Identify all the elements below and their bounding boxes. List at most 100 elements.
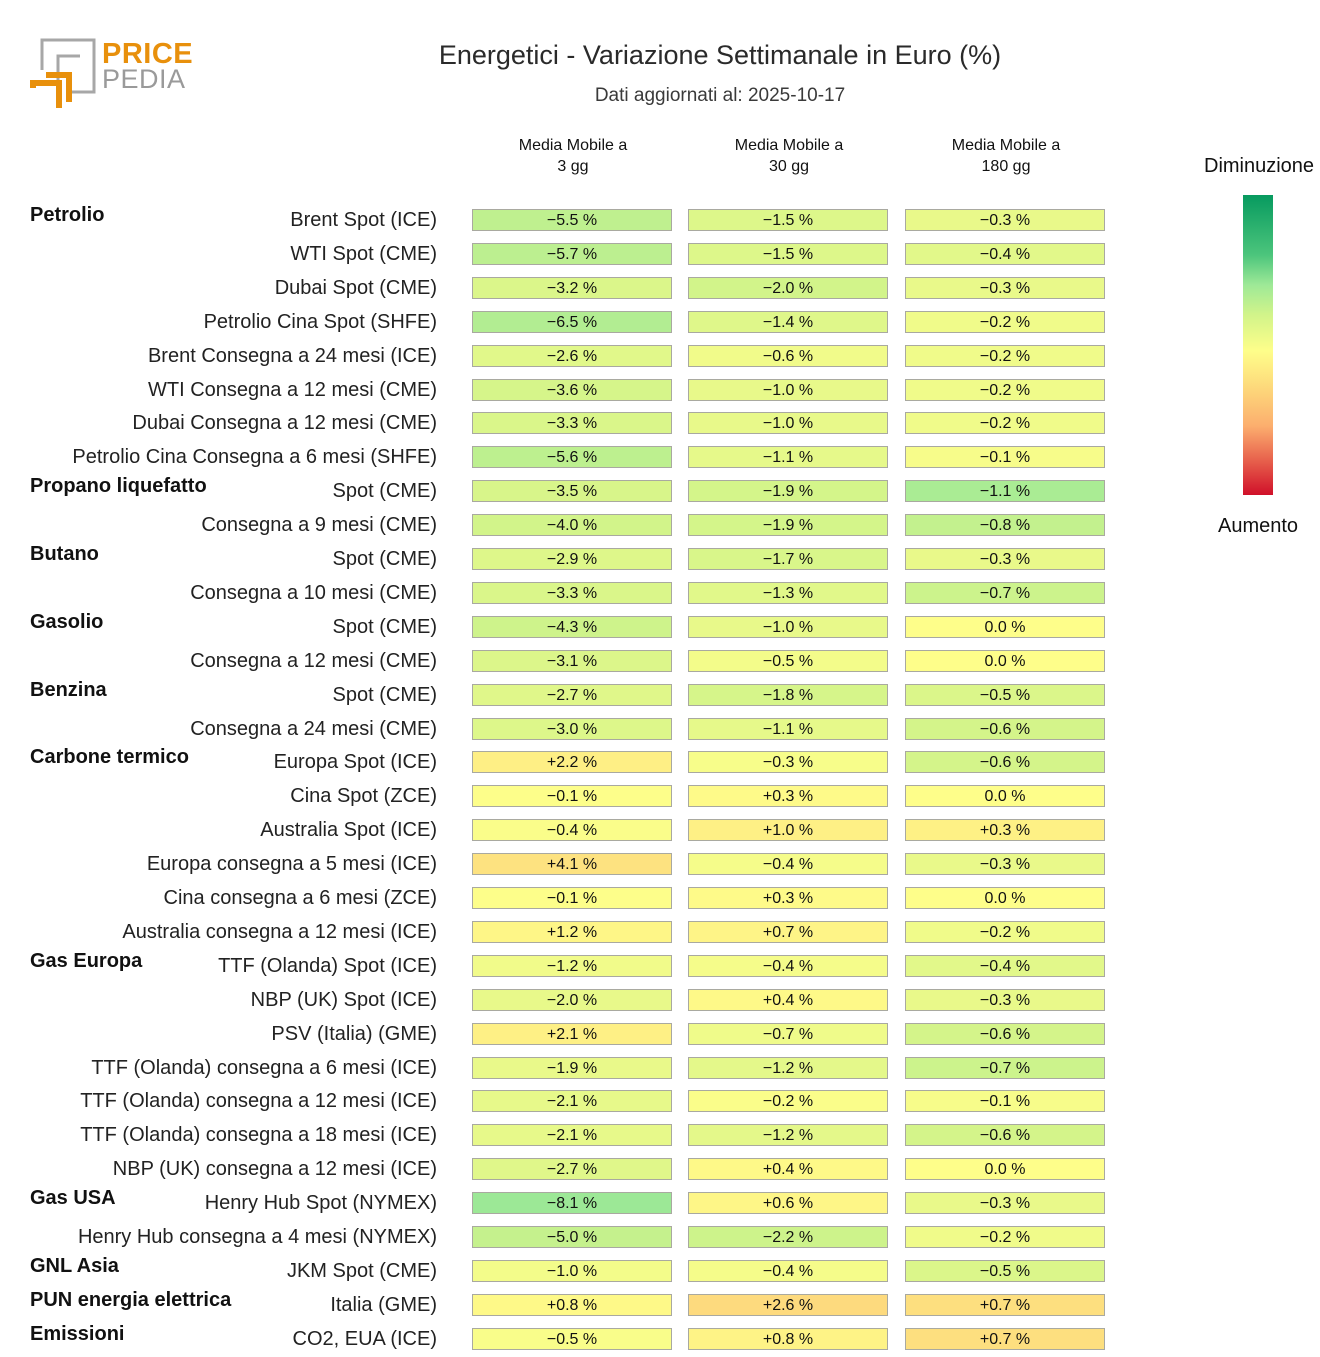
logo-icon	[30, 38, 96, 108]
column-header-line: Media Mobile a	[951, 137, 1061, 154]
legend-label-decrease: Diminuzione	[1204, 155, 1315, 177]
heatmap-cell: −3.6 %	[472, 378, 672, 401]
heatmap-cell: +2.1 %	[472, 1022, 672, 1045]
group-label: Gas Europa	[30, 949, 143, 972]
column-header: Media Mobile a 30 gg	[688, 135, 890, 177]
heatmap-cell: −1.1 %	[905, 480, 1105, 503]
row-label: Consegna a 24 mesi (CME)	[190, 717, 437, 740]
heatmap-cell: −0.8 %	[905, 514, 1105, 537]
row-label: Petrolio Cina Consegna a 6 mesi (SHFE)	[72, 446, 437, 469]
heatmap-cell: −5.5 %	[472, 209, 672, 231]
row-label: WTI Consegna a 12 mesi (CME)	[148, 378, 437, 401]
column-header-line: Media Mobile a	[734, 137, 844, 154]
heatmap-cell: −0.4 %	[905, 954, 1105, 977]
heatmap-cell: +0.7 %	[905, 1293, 1105, 1316]
heatmap-cell: −0.6 %	[688, 344, 888, 367]
row-label: Australia Spot (ICE)	[260, 819, 437, 842]
heatmap-cell: 0.0 %	[905, 785, 1105, 808]
heatmap-cell: −1.9 %	[688, 480, 888, 503]
legend-color-bar	[1243, 195, 1273, 495]
group-label: GNL Asia	[30, 1254, 119, 1277]
heatmap-cell: 0.0 %	[905, 1158, 1105, 1181]
heatmap-cell: −1.0 %	[688, 615, 888, 638]
heatmap-cell: −0.2 %	[905, 344, 1105, 367]
heatmap-cell: −0.3 %	[905, 209, 1105, 231]
group-label: Propano liquefatto	[30, 475, 207, 498]
row-label: Europa Spot (ICE)	[273, 751, 437, 774]
heatmap-cell: −0.7 %	[905, 1056, 1105, 1079]
heatmap-cell: 0.0 %	[905, 887, 1105, 909]
row-label: WTI Spot (CME)	[290, 242, 437, 265]
row-label: NBP (UK) Spot (ICE)	[250, 988, 437, 1011]
row-label: Spot (CME)	[332, 548, 437, 570]
row-label: Cina consegna a 6 mesi (ZCE)	[163, 887, 437, 909]
heatmap-cell: +2.6 %	[688, 1293, 888, 1316]
heatmap-cell: −0.3 %	[905, 276, 1105, 299]
heatmap-cell: +1.2 %	[472, 920, 672, 943]
row-label: Brent Consegna a 24 mesi (ICE)	[147, 344, 437, 367]
group-label: Petrolio	[30, 204, 105, 226]
heatmap-cell: −1.7 %	[688, 548, 888, 570]
row-label: Henry Hub consegna a 4 mesi (NYMEX)	[77, 1226, 437, 1248]
heatmap-cell: −1.9 %	[472, 1056, 672, 1079]
heatmap-cell: −8.1 %	[472, 1192, 672, 1215]
heatmap-cell: +4.1 %	[472, 853, 672, 876]
heatmap-cell: −0.6 %	[905, 751, 1105, 774]
heatmap-cell: +0.3 %	[688, 887, 888, 909]
heatmap-cell: −1.2 %	[688, 1056, 888, 1079]
heatmap-cell: +0.7 %	[905, 1327, 1105, 1350]
heatmap-cell: −0.6 %	[905, 1022, 1105, 1045]
row-label: Europa consegna a 5 mesi (ICE)	[146, 853, 437, 876]
heatmap-cell: −0.2 %	[688, 1090, 888, 1113]
heatmap-cell: −0.1 %	[905, 446, 1105, 469]
heatmap-cell: −2.7 %	[472, 683, 672, 706]
heatmap-cell: −0.2 %	[905, 1226, 1105, 1248]
heatmap-cell: −0.5 %	[905, 683, 1105, 706]
heatmap-cell: −1.9 %	[688, 514, 888, 537]
heatmap-cell: −0.3 %	[905, 548, 1105, 570]
heatmap-cell: +0.7 %	[688, 920, 888, 943]
row-label: PSV (Italia) (GME)	[271, 1022, 437, 1045]
chart-subtitle: Dati aggiornati al: 2025-10-17	[594, 85, 846, 106]
heatmap-cell: −3.1 %	[472, 649, 672, 672]
row-label: Spot (CME)	[332, 615, 437, 638]
heatmap-cell: +1.0 %	[688, 819, 888, 842]
heatmap-cell: −0.3 %	[905, 853, 1105, 876]
row-label: Australia consegna a 12 mesi (ICE)	[122, 920, 437, 943]
heatmap-cell: −0.3 %	[905, 988, 1105, 1011]
heatmap-cell: −4.3 %	[472, 615, 672, 638]
heatmap-cell: −2.6 %	[472, 344, 672, 367]
row-label: TTF (Olanda) Spot (ICE)	[218, 954, 437, 977]
column-header: Media Mobile a 3 gg	[472, 135, 674, 177]
heatmap-cell: −0.4 %	[688, 853, 888, 876]
heatmap-cell: −0.2 %	[905, 310, 1105, 333]
logo-word-pedia: PEDIA	[102, 64, 186, 94]
heatmap-cell: −0.1 %	[905, 1090, 1105, 1113]
row-label: Spot (CME)	[332, 683, 437, 706]
row-label: Petrolio Cina Spot (SHFE)	[203, 310, 437, 333]
row-label: NBP (UK) consegna a 12 mesi (ICE)	[112, 1158, 437, 1181]
heatmap-cell: −0.5 %	[472, 1327, 672, 1350]
heatmap-cell: −3.3 %	[472, 581, 672, 604]
column-header-line: 3 gg	[557, 158, 589, 175]
heatmap-cell: −0.1 %	[472, 887, 672, 909]
row-label: JKM Spot (CME)	[286, 1259, 437, 1282]
group-label: Carbone termico	[30, 746, 189, 769]
heatmap-cell: −2.0 %	[688, 276, 888, 299]
heatmap-cell: −1.0 %	[472, 1259, 672, 1282]
heatmap-cell: −0.6 %	[905, 717, 1105, 740]
row-label: CO2, EUA (ICE)	[292, 1327, 437, 1350]
heatmap-cell: −0.2 %	[905, 378, 1105, 401]
row-label: Henry Hub Spot (NYMEX)	[204, 1192, 437, 1215]
group-label: Emissioni	[30, 1322, 125, 1345]
heatmap-cell: +0.3 %	[688, 785, 888, 808]
group-label: Benzina	[30, 678, 107, 701]
heatmap-cell: −1.5 %	[688, 242, 888, 265]
heatmap-cell: −0.5 %	[688, 649, 888, 672]
heatmap-cell: −2.7 %	[472, 1158, 672, 1181]
row-label: Italia (GME)	[330, 1293, 437, 1316]
heatmap-cell: −1.0 %	[688, 412, 888, 435]
heatmap-cell: −6.5 %	[472, 310, 672, 333]
heatmap-cell: +0.6 %	[688, 1192, 888, 1215]
heatmap-cell: −2.1 %	[472, 1124, 672, 1147]
